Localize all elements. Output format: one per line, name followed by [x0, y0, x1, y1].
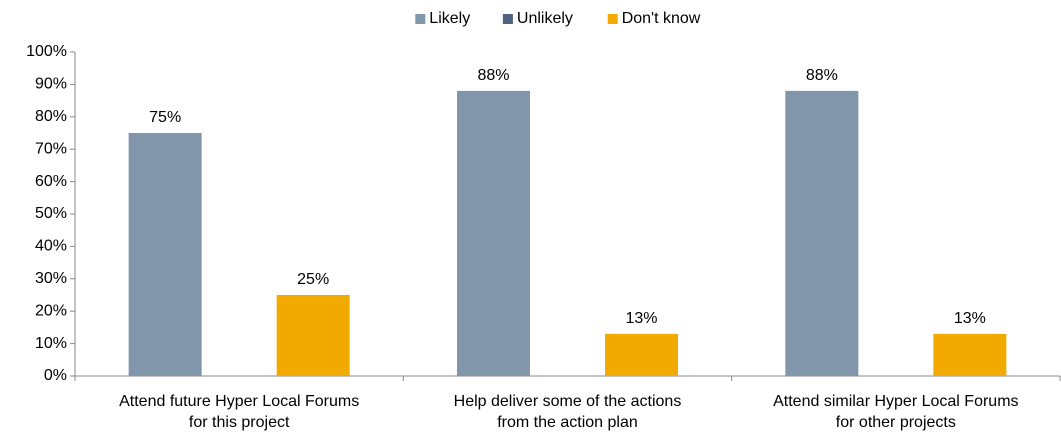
x-tick-label-line: from the action plan — [497, 414, 638, 431]
legend-swatch — [502, 14, 513, 24]
legend-label: Unlikely — [517, 10, 573, 27]
legend-swatch — [607, 14, 618, 24]
y-tick-label: 90% — [35, 76, 67, 93]
x-tick-label: Attend similar Hyper Local Forums for oth… — [773, 393, 1018, 431]
data-label: 13% — [954, 310, 986, 327]
y-tick-label: 0% — [44, 367, 67, 384]
x-tick-label-line: Help deliver some of the actions — [454, 393, 682, 410]
bar — [276, 295, 350, 376]
y-tick-label: 40% — [35, 238, 67, 255]
x-tick-label-line: for other projects — [836, 414, 956, 431]
y-tick-label: 20% — [35, 302, 67, 319]
data-label: 88% — [806, 67, 838, 84]
legend-label: Likely — [429, 10, 470, 27]
legend-label: Don't know — [622, 10, 701, 27]
bar — [785, 90, 859, 376]
legend-swatch — [415, 14, 426, 24]
data-label: 25% — [297, 271, 329, 288]
y-tick-label: 50% — [35, 205, 67, 222]
x-tick-label-line: Attend similar Hyper Local Forums — [773, 393, 1018, 410]
y-tick-label: 100% — [26, 43, 67, 60]
y-tick-label: 70% — [35, 140, 67, 157]
y-tick-label: 10% — [35, 335, 67, 352]
x-tick-label: Help deliver some of the actions from the… — [454, 393, 682, 431]
data-label: 13% — [625, 310, 657, 327]
data-label: 75% — [149, 109, 181, 126]
x-tick-label-line: Attend future Hyper Local Forums — [119, 393, 359, 410]
bar — [605, 333, 678, 376]
bar — [457, 90, 530, 376]
bar — [128, 133, 202, 376]
x-tick-label: Attend future Hyper Local Forums for this… — [119, 393, 359, 431]
legend: Likely Unlikely Don't know — [415, 10, 701, 27]
y-tick-label: 30% — [35, 270, 67, 287]
y-tick-label: 60% — [35, 173, 67, 190]
x-tick-label-line: for this project — [189, 414, 290, 431]
bar — [933, 333, 1007, 376]
data-label: 88% — [477, 67, 509, 84]
y-tick-label: 80% — [35, 108, 67, 125]
